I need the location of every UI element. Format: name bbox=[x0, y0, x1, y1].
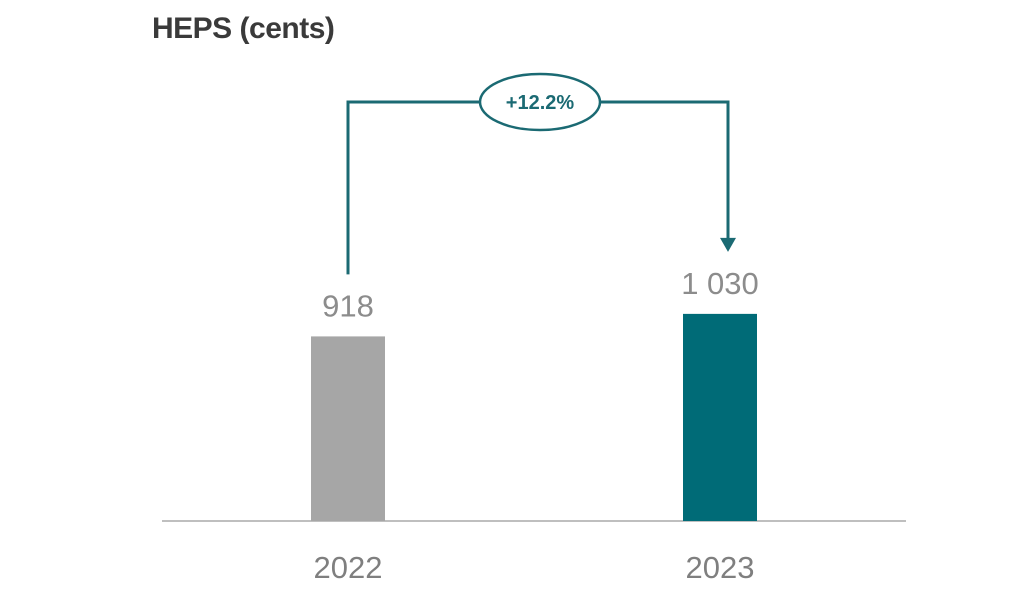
category-label-2023: 2023 bbox=[686, 550, 755, 585]
change-annotation: +12.2% bbox=[346, 72, 736, 275]
change-percent-label: +12.2% bbox=[506, 92, 575, 114]
bar-2023 bbox=[683, 313, 757, 521]
category-label-2022: 2022 bbox=[314, 550, 383, 585]
bar-2022 bbox=[311, 336, 385, 521]
value-label-2022: 918 bbox=[322, 288, 374, 323]
change-badge bbox=[478, 72, 602, 132]
value-label-2023: 1 030 bbox=[681, 266, 759, 301]
labels-layer: 918 2022 1 030 2023 bbox=[314, 266, 759, 585]
bars-layer bbox=[311, 313, 757, 521]
arrow-down-icon bbox=[720, 237, 736, 252]
chart-title: HEPS (cents) bbox=[152, 12, 335, 45]
